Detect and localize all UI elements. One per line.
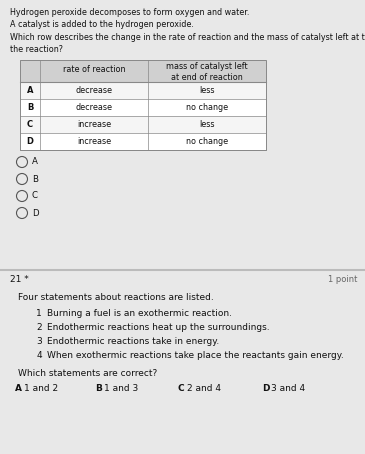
Text: Endothermic reactions take in energy.: Endothermic reactions take in energy. (47, 337, 219, 346)
Text: C: C (27, 120, 33, 129)
Text: B: B (95, 384, 102, 393)
Text: Which statements are correct?: Which statements are correct? (18, 369, 157, 378)
FancyBboxPatch shape (20, 133, 266, 150)
Text: Endothermic reactions heat up the surroundings.: Endothermic reactions heat up the surrou… (47, 323, 270, 332)
Text: increase: increase (77, 137, 111, 146)
Text: 2: 2 (36, 323, 42, 332)
Text: 3: 3 (36, 337, 42, 346)
FancyBboxPatch shape (20, 60, 266, 82)
Text: D: D (27, 137, 34, 146)
FancyBboxPatch shape (20, 99, 266, 116)
Text: no change: no change (186, 103, 228, 112)
Text: increase: increase (77, 120, 111, 129)
Text: Which row describes the change in the rate of reaction and the mass of catalyst : Which row describes the change in the ra… (10, 33, 365, 54)
Text: 1 and 3: 1 and 3 (104, 384, 138, 393)
Text: D: D (32, 208, 39, 217)
Text: less: less (199, 120, 215, 129)
FancyBboxPatch shape (0, 0, 365, 270)
Text: A: A (27, 86, 33, 95)
FancyBboxPatch shape (0, 270, 365, 454)
Text: A: A (15, 384, 22, 393)
Text: decrease: decrease (76, 86, 112, 95)
Text: 1 and 2: 1 and 2 (24, 384, 58, 393)
Text: 21 *: 21 * (10, 275, 29, 284)
Text: 1 point: 1 point (328, 275, 357, 284)
Text: C: C (178, 384, 185, 393)
Text: Burning a fuel is an exothermic reaction.: Burning a fuel is an exothermic reaction… (47, 309, 232, 318)
Text: Hydrogen peroxide decomposes to form oxygen and water.: Hydrogen peroxide decomposes to form oxy… (10, 8, 249, 17)
Text: less: less (199, 86, 215, 95)
Text: mass of catalyst left
at end of reaction: mass of catalyst left at end of reaction (166, 62, 248, 82)
Text: B: B (32, 174, 38, 183)
FancyBboxPatch shape (20, 116, 266, 133)
Text: 4: 4 (36, 351, 42, 360)
Text: B: B (27, 103, 33, 112)
FancyBboxPatch shape (20, 82, 266, 99)
Text: decrease: decrease (76, 103, 112, 112)
Text: no change: no change (186, 137, 228, 146)
Text: A catalyst is added to the hydrogen peroxide.: A catalyst is added to the hydrogen pero… (10, 20, 194, 29)
Text: 3 and 4: 3 and 4 (271, 384, 305, 393)
Text: C: C (32, 192, 38, 201)
Text: When exothermic reactions take place the reactants gain energy.: When exothermic reactions take place the… (47, 351, 344, 360)
Text: rate of reaction: rate of reaction (63, 65, 125, 74)
Text: 2 and 4: 2 and 4 (187, 384, 221, 393)
FancyBboxPatch shape (20, 60, 266, 150)
Text: D: D (262, 384, 269, 393)
Text: Four statements about reactions are listed.: Four statements about reactions are list… (18, 293, 214, 302)
Text: A: A (32, 158, 38, 167)
Text: 1: 1 (36, 309, 42, 318)
